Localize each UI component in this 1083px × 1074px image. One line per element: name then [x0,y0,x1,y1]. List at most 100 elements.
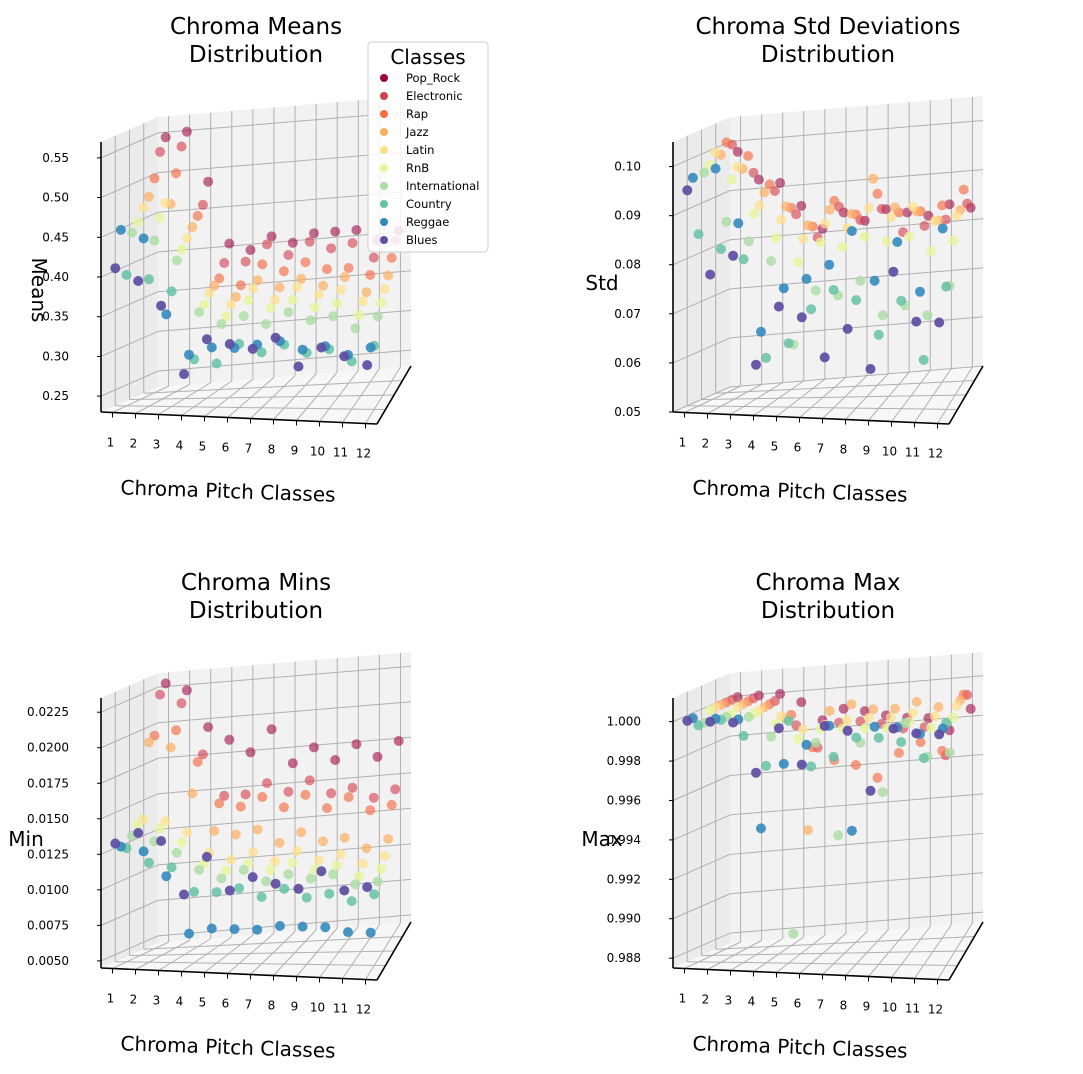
grid-line-z [672,932,731,959]
data-point-blues [865,364,876,374]
grid-line-z [157,309,412,332]
legend-marker [380,218,388,226]
floor-grid-line [715,936,975,950]
data-point-jazz [209,826,220,836]
data-point-latin [270,294,280,305]
data-point-blues [224,339,235,349]
data-point-electronic [240,256,251,267]
data-point-latin [335,849,346,860]
legend-entry: Blues [406,233,437,247]
z-axis-label: Std [585,271,618,295]
data-point-international [350,323,361,334]
x-tick-label: 4 [748,995,756,1009]
x-tick-label: 7 [245,998,253,1012]
data-point-international [810,737,821,748]
data-point-latin [776,711,787,721]
data-point-pop-rock [181,685,192,696]
legend-entry: Country [406,197,452,211]
data-point-international [699,167,710,178]
data-point-pop-rock [775,177,786,188]
grid-line-z [672,853,731,880]
data-point-rap [764,179,775,190]
data-point-country [783,338,794,349]
data-point-pop-rock [753,174,764,185]
legend-entry: RnB [406,161,429,175]
floor-grid-line [115,405,386,410]
data-point-electronic [304,775,315,786]
legend-box [367,41,489,253]
data-point-latin [160,816,171,827]
data-point-reggae [365,927,376,938]
data-point-electronic [240,789,251,800]
x-tick-label: 2 [130,437,138,451]
data-point-jazz [846,699,857,710]
z-tick-label: 0.0150 [27,812,69,826]
data-point-pop-rock [203,176,214,187]
data-point-country [166,286,177,297]
floor-grid-line [129,394,395,400]
data-point-international [216,873,227,884]
data-point-reggae [801,273,812,284]
data-point-latin [357,296,368,307]
z-tick-label: 0.55 [42,151,69,165]
x-tick-label: 6 [794,441,802,455]
data-point-blues [293,883,304,894]
data-point-rnb [881,236,892,247]
data-point-pop-rock [224,238,235,249]
data-point-electronic [219,790,230,801]
data-point-international [127,227,138,238]
data-point-blues [682,715,693,726]
data-point-jazz [781,201,792,212]
data-point-blues [796,312,807,323]
data-point-reggae [846,226,857,236]
floor-pane [673,366,983,424]
data-point-international [788,928,799,939]
x-tick-label: 8 [840,999,848,1013]
z-tick-label: 0.0100 [27,883,69,897]
data-point-international [261,876,272,887]
x-tick-label: 8 [268,999,276,1013]
data-point-jazz [802,220,813,231]
floor-grid-line [687,961,958,966]
x-axis-line [100,967,378,981]
data-point-rap [235,801,246,812]
data-point-country [279,883,290,894]
data-point-rnb [376,863,387,874]
data-point-jazz [274,282,285,293]
data-point-electronic [368,792,379,803]
z-tick-label: 0.0075 [27,918,69,932]
data-point-rap [894,748,904,758]
grid-line-z [100,172,159,199]
data-point-international [328,311,339,322]
x-tick-label: 3 [725,994,733,1008]
data-point-reggae [710,163,721,174]
data-point-blues [682,185,693,196]
data-point-pop-rock [203,722,214,733]
chart-title: Chroma Max Distribution [755,570,900,624]
data-point-latin [160,197,171,208]
data-point-electronic [326,243,337,254]
data-point-rnb [726,174,737,185]
data-point-country [716,244,726,255]
data-point-pop-rock [160,678,171,689]
grid-line-z [157,772,412,795]
legend-marker [380,128,388,136]
data-point-reggae [252,924,263,935]
data-point-blues [179,369,189,380]
x-tick-label: 10 [310,1001,325,1015]
data-point-international [372,311,383,322]
data-point-electronic [326,788,337,799]
data-point-blues [796,759,807,770]
data-point-rap [721,137,732,148]
data-point-reggae [778,283,789,294]
z-tick-label: 0.09 [614,209,641,223]
data-point-latin [182,827,193,838]
data-point-jazz [143,191,154,202]
floor-pane [673,922,983,980]
data-point-latin [863,202,874,213]
data-point-blues [934,317,945,328]
data-point-rnb [704,705,715,716]
grid-line-z [672,141,731,168]
data-point-blues [888,723,899,734]
x-tick-label: 4 [176,995,184,1009]
